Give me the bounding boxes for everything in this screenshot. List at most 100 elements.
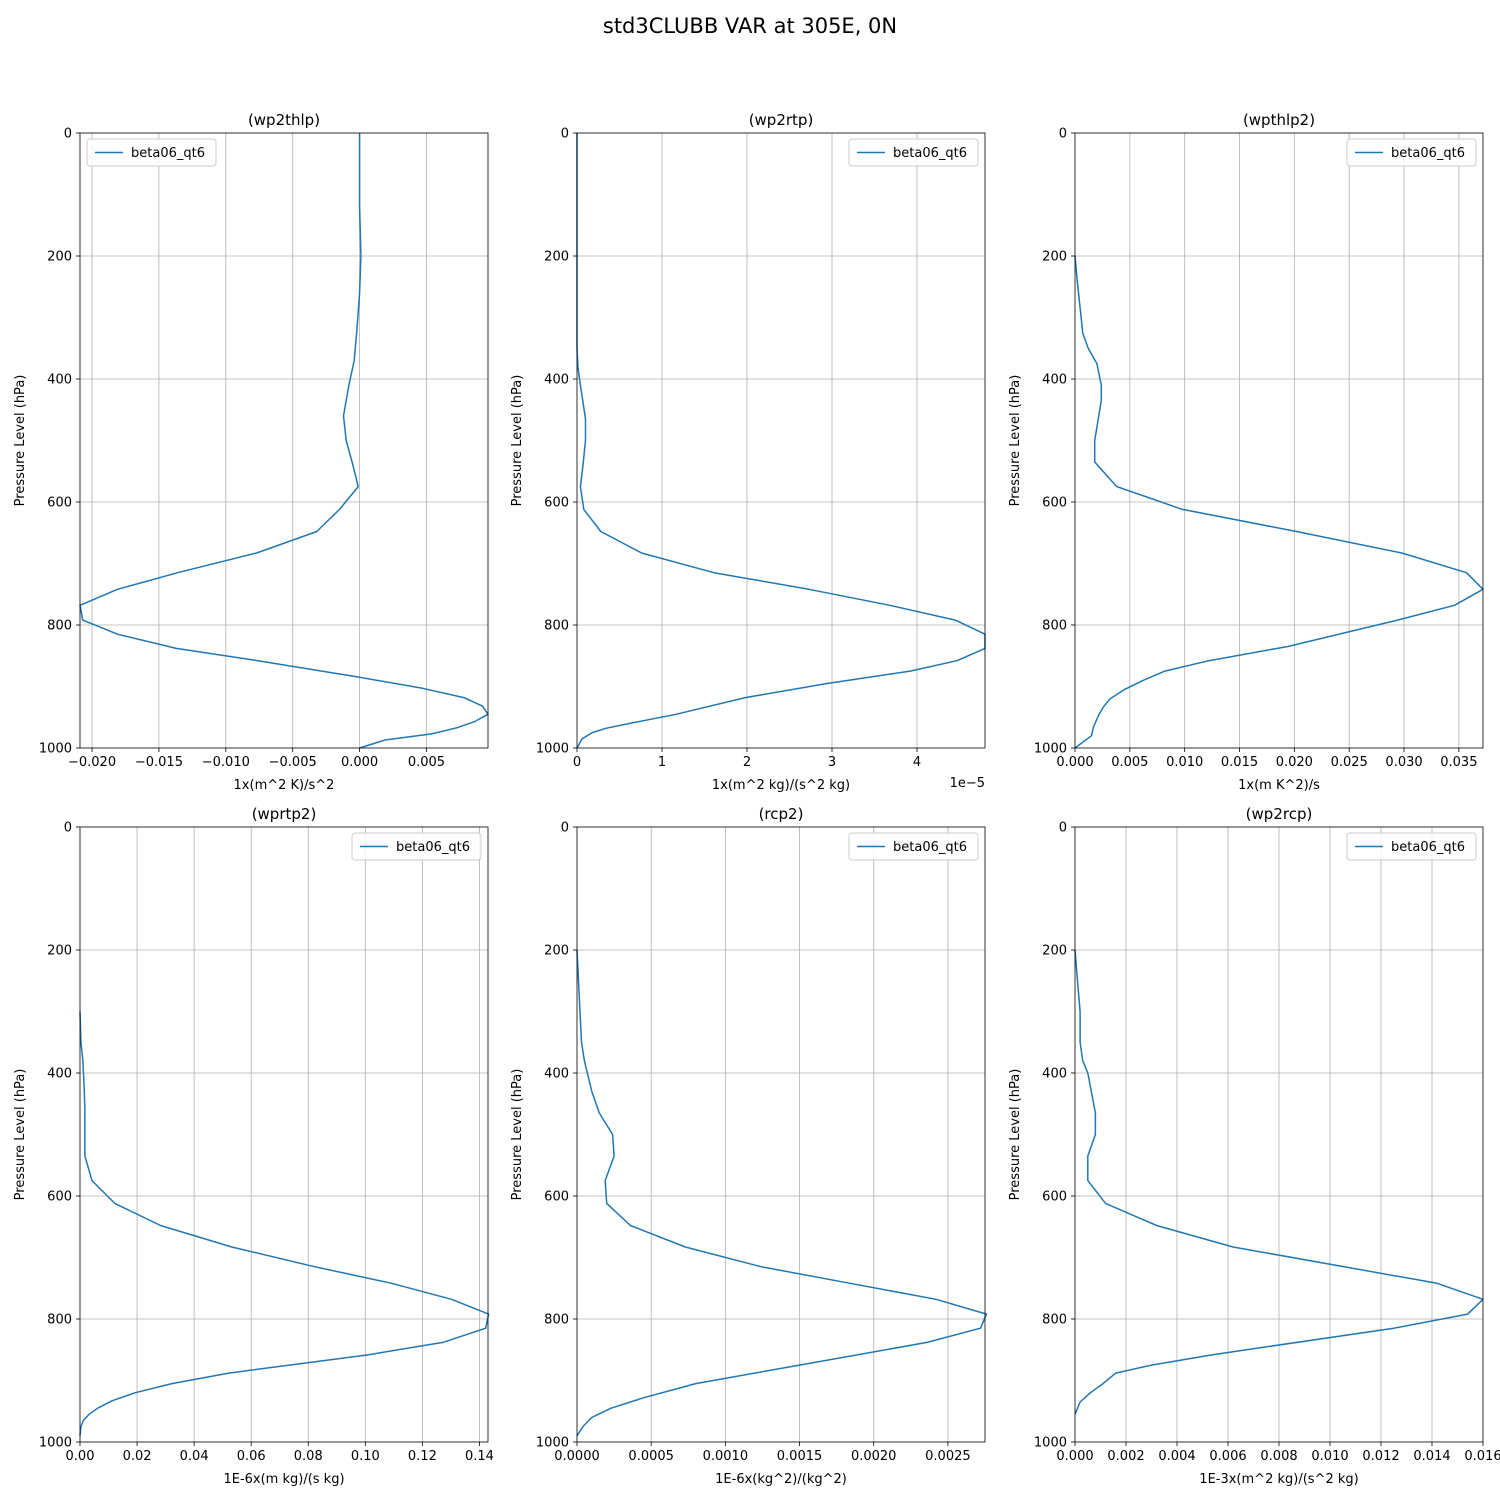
y-tick-label: 1000 <box>1034 1436 1067 1451</box>
y-axis-label: Pressure Level (hPa) <box>510 1069 525 1201</box>
x-tick-label: 0.008 <box>1260 1449 1297 1464</box>
y-tick-label: 0 <box>1059 127 1067 142</box>
subplot-title: (wpthlp2) <box>1243 111 1315 129</box>
axes-frame <box>79 132 489 749</box>
x-tick-label: 0.08 <box>294 1449 323 1464</box>
x-tick-label: −0.010 <box>202 755 250 770</box>
x-tick-label: 0.0020 <box>851 1449 897 1464</box>
y-tick-label: 1000 <box>39 1436 72 1451</box>
legend-label: beta06_qt6 <box>893 146 967 161</box>
legend-label: beta06_qt6 <box>396 840 470 855</box>
y-tick-label: 600 <box>544 496 569 511</box>
x-tick-label: 0.035 <box>1440 755 1477 770</box>
y-axis-label: Pressure Level (hPa) <box>13 375 28 507</box>
legend: beta06_qt6 <box>848 832 979 861</box>
x-tick-label: 0.000 <box>1056 755 1093 770</box>
x-axis-label: 1E-6x(m kg)/(s kg) <box>223 1472 344 1487</box>
x-tick-label: 0.030 <box>1385 755 1422 770</box>
series-line-beta06_qt6 <box>576 133 986 749</box>
legend: beta06_qt6 <box>86 138 217 167</box>
y-tick-label: 200 <box>47 250 72 265</box>
x-tick-label: 0.010 <box>1311 1449 1348 1464</box>
plot-area <box>577 133 985 748</box>
x-tick-label: 0.005 <box>408 755 445 770</box>
axes-frame <box>79 826 489 1443</box>
series-line-beta06_qt6 <box>576 949 988 1437</box>
x-tick-label: 0.06 <box>237 1449 266 1464</box>
legend-label: beta06_qt6 <box>1391 840 1465 855</box>
legend-box <box>848 138 979 167</box>
series-line-beta06_qt6 <box>79 133 489 749</box>
x-tick-label: 0.000 <box>1056 1449 1093 1464</box>
x-axis-label: 1x(m^2 kg)/(s^2 kg) <box>712 778 850 793</box>
subplot-title: (wprtp2) <box>252 805 317 823</box>
axes-frame <box>576 132 986 749</box>
x-tick-label: 0.020 <box>1276 755 1313 770</box>
x-tick-label: 0.005 <box>1111 755 1148 770</box>
x-tick-label: 0.000 <box>341 755 378 770</box>
x-tick-label: 0.010 <box>1166 755 1203 770</box>
legend-box <box>351 832 482 861</box>
x-axis-label: 1x(m^2 K)/s^2 <box>234 778 335 793</box>
x-tick-label: 0.0005 <box>628 1449 674 1464</box>
x-tick-label: 0.0025 <box>925 1449 971 1464</box>
axes-frame <box>1074 132 1484 749</box>
x-axis-label: 1E-6x(kg^2)/(kg^2) <box>715 1472 847 1487</box>
subplot-2: 0 1 2 3 4 0 200 400 600 800 1000 (wp2rtp) 1x(m^2 kg)… <box>510 111 986 793</box>
y-tick-label: 0 <box>64 821 72 836</box>
x-tick-label: 0.00 <box>66 1449 95 1464</box>
x-tick-label: −0.005 <box>269 755 317 770</box>
legend: beta06_qt6 <box>351 832 482 861</box>
x-tick-label: 3 <box>828 755 836 770</box>
subplot-6: 0.000 0.002 0.004 0.006 0.008 0.010 0.012 0.014… <box>1008 805 1500 1487</box>
x-tick-label: 0.025 <box>1331 755 1368 770</box>
subplot-3: 0.000 0.005 0.010 0.015 0.020 0.025 0.030 0.035… <box>1008 111 1484 793</box>
axes-frame <box>576 826 986 1443</box>
y-axis-label: Pressure Level (hPa) <box>1008 375 1023 507</box>
x-tick-label: 0.12 <box>408 1449 437 1464</box>
x-offset-text: 1e−5 <box>950 776 985 791</box>
plot-area <box>577 827 985 1442</box>
y-axis-label: Pressure Level (hPa) <box>510 375 525 507</box>
y-tick-label: 200 <box>1042 944 1067 959</box>
y-tick-label: 600 <box>1042 1190 1067 1205</box>
legend: beta06_qt6 <box>1346 138 1477 167</box>
x-tick-label: 0.015 <box>1221 755 1258 770</box>
x-tick-label: 0.0010 <box>703 1449 749 1464</box>
legend-label: beta06_qt6 <box>893 840 967 855</box>
x-tick-label: 0.0000 <box>554 1449 600 1464</box>
subplot-title: (wp2rcp) <box>1246 805 1313 823</box>
y-tick-label: 600 <box>47 1190 72 1205</box>
y-tick-label: 800 <box>1042 619 1067 634</box>
y-tick-label: 200 <box>544 250 569 265</box>
y-tick-label: 800 <box>1042 1313 1067 1328</box>
x-tick-label: 0.002 <box>1107 1449 1144 1464</box>
subplot-title: (rcp2) <box>759 805 804 823</box>
series-line-beta06_qt6 <box>1074 255 1484 749</box>
y-tick-label: 0 <box>1059 821 1067 836</box>
figure-title: std3CLUBB VAR at 305E, 0N <box>602 14 898 38</box>
x-tick-label: 0 <box>573 755 581 770</box>
legend-label: beta06_qt6 <box>131 146 205 161</box>
y-tick-label: 400 <box>544 373 569 388</box>
x-tick-label: 0.10 <box>351 1449 380 1464</box>
x-tick-label: −0.015 <box>135 755 183 770</box>
x-tick-label: 0.006 <box>1209 1449 1246 1464</box>
subplot-5: 0.0000 0.0005 0.0010 0.0015 0.0020 0.0025 0 200… <box>510 805 988 1487</box>
legend-box <box>86 138 217 167</box>
x-tick-label: 0.014 <box>1413 1449 1450 1464</box>
x-tick-label: 1 <box>658 755 666 770</box>
subplot-title: (wp2rtp) <box>749 111 814 129</box>
y-tick-label: 1000 <box>536 1436 569 1451</box>
y-axis-label: Pressure Level (hPa) <box>1008 1069 1023 1201</box>
y-tick-label: 800 <box>544 1313 569 1328</box>
y-tick-label: 800 <box>47 619 72 634</box>
y-tick-label: 200 <box>544 944 569 959</box>
plot-area <box>1075 133 1483 748</box>
subplot-4: 0.00 0.02 0.04 0.06 0.08 0.10 0.12 0.14 0 200 400 6… <box>13 805 494 1487</box>
y-tick-label: 200 <box>47 944 72 959</box>
y-tick-label: 0 <box>561 127 569 142</box>
y-tick-label: 400 <box>47 373 72 388</box>
legend-label: beta06_qt6 <box>1391 146 1465 161</box>
